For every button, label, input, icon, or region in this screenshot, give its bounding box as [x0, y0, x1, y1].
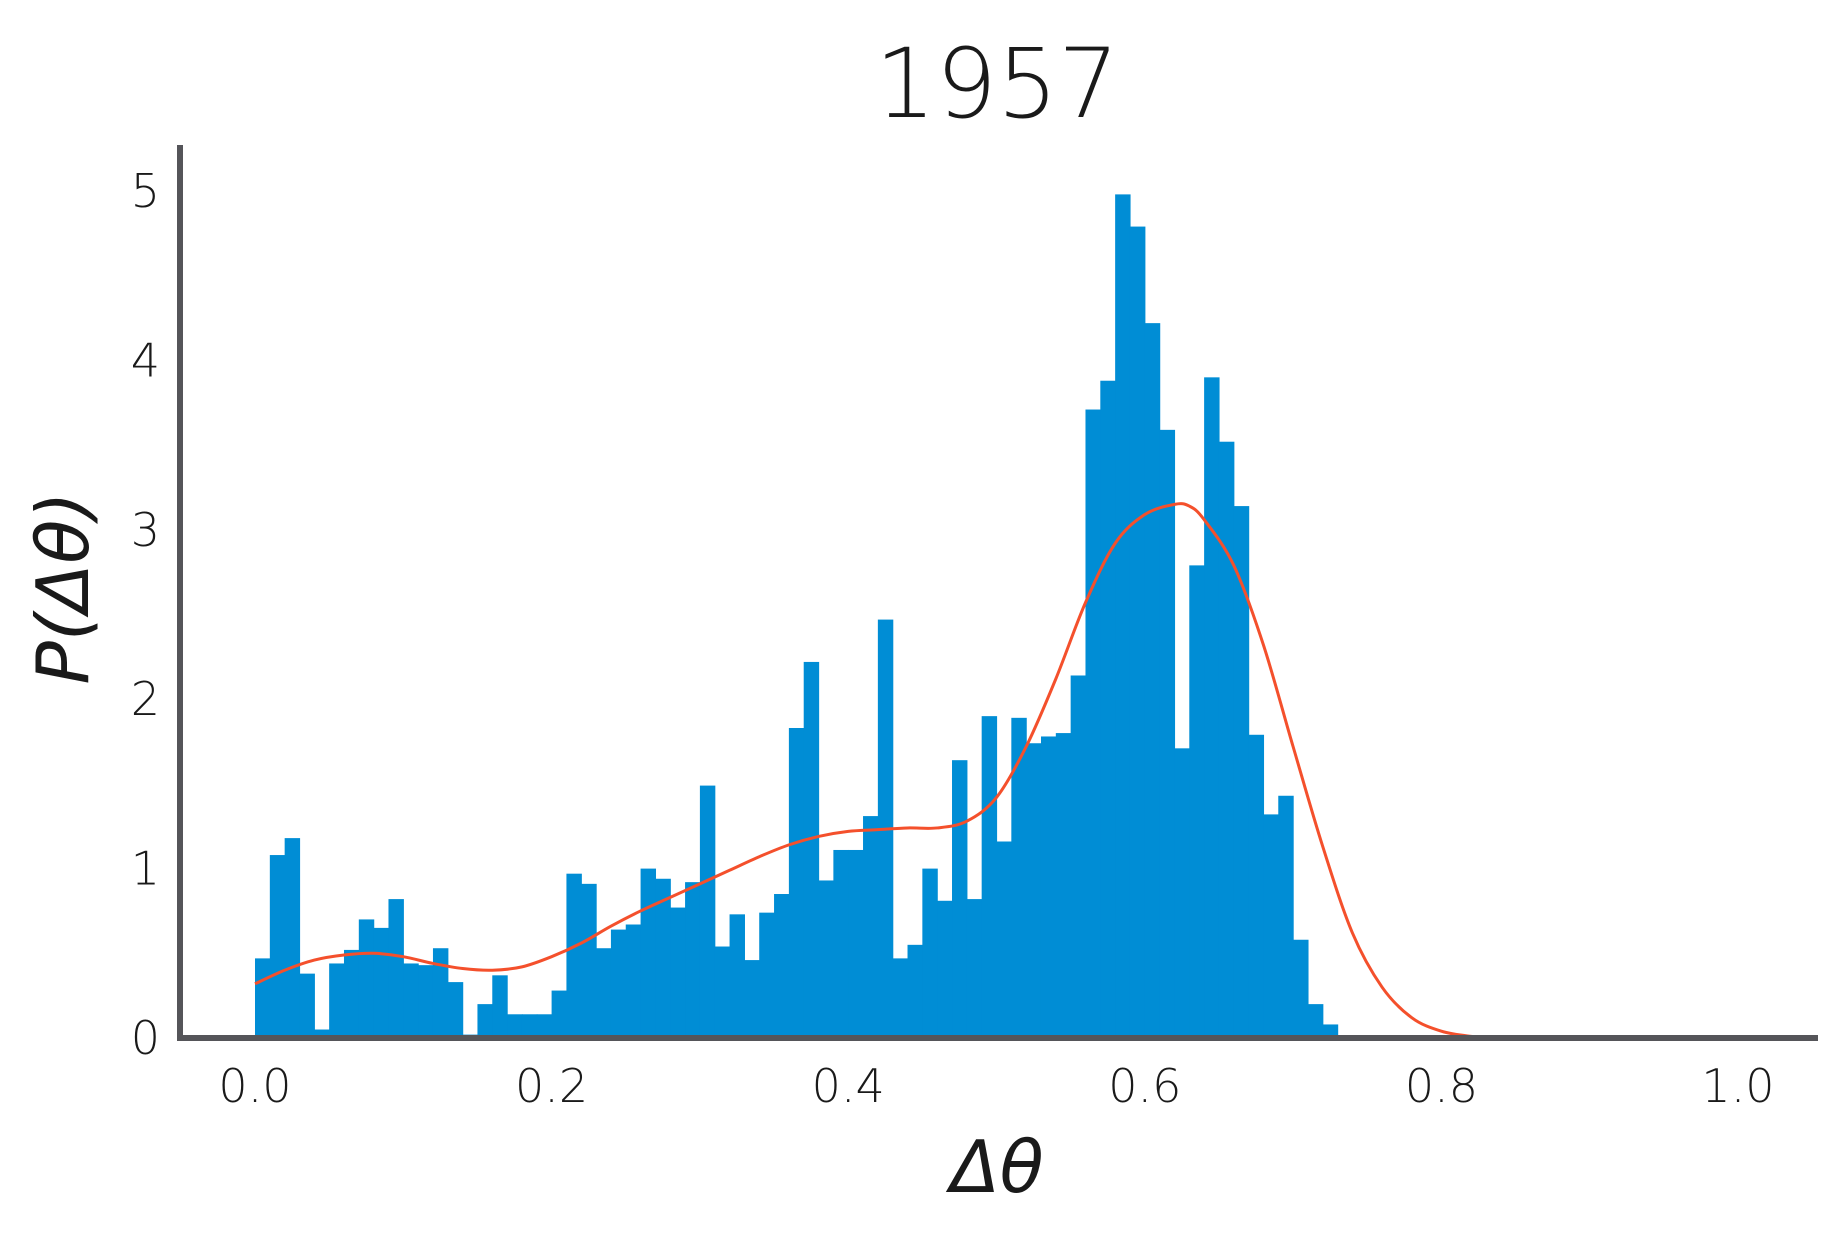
histogram-bar	[358, 919, 375, 1038]
x-tick-label: 0.0	[218, 1059, 291, 1113]
histogram-bar	[937, 900, 953, 1038]
histogram-bar	[418, 965, 434, 1038]
histogram-bar	[1233, 506, 1250, 1039]
histogram-bar	[1322, 1024, 1339, 1038]
histogram-bar	[1263, 814, 1279, 1038]
histogram-bar	[507, 1014, 523, 1038]
histogram-bar	[343, 949, 360, 1038]
y-tick-label: 2	[131, 672, 160, 726]
histogram-bar	[1189, 565, 1205, 1038]
histogram-bar	[1144, 323, 1161, 1039]
histogram-bar	[1129, 226, 1146, 1039]
histogram-bar	[432, 948, 449, 1038]
histogram-bar	[818, 880, 834, 1038]
y-tick-label: 0	[131, 1011, 160, 1065]
histogram-bar	[685, 882, 701, 1038]
histogram-bar	[655, 878, 671, 1038]
x-tick-label: 0.4	[812, 1059, 885, 1113]
histogram-bar	[388, 899, 404, 1038]
histogram-bar	[373, 927, 390, 1038]
histogram-bar	[759, 912, 775, 1038]
histogram-bar	[640, 868, 657, 1038]
histogram-bar	[1026, 743, 1042, 1038]
histogram-bar	[566, 873, 582, 1038]
histogram-bar	[1293, 939, 1309, 1038]
histogram-bar	[551, 990, 568, 1038]
histogram-bar	[492, 975, 508, 1038]
histogram-bar	[1070, 675, 1087, 1038]
histogram-bar	[536, 1014, 553, 1038]
histogram-bar	[610, 929, 627, 1038]
histogram-bar	[1040, 736, 1057, 1038]
histogram-bar	[447, 982, 464, 1038]
histogram-bar	[1307, 1004, 1324, 1038]
x-tick-label: 0.8	[1405, 1059, 1478, 1113]
histogram-bar	[1218, 441, 1235, 1038]
histogram-bar	[996, 841, 1012, 1038]
histogram-bar	[1248, 734, 1265, 1038]
histogram-bar	[299, 973, 315, 1038]
histogram-bar	[403, 963, 419, 1038]
y-tick-label: 4	[131, 333, 160, 387]
histogram-bar	[922, 868, 938, 1038]
histogram-bar	[1011, 717, 1027, 1038]
histogram-bar	[952, 760, 968, 1038]
histogram-bar	[907, 944, 923, 1038]
histogram-bar	[803, 661, 820, 1038]
histogram-bar	[255, 958, 271, 1038]
chart-title: 1957	[875, 28, 1119, 140]
histogram-bar	[1085, 409, 1101, 1038]
histogram-bar	[1115, 194, 1131, 1038]
histogram-bar	[521, 1014, 538, 1038]
y-axis-label: P(Δθ)	[21, 492, 105, 685]
histogram-bar	[981, 716, 998, 1038]
histogram-bar	[581, 883, 597, 1038]
histogram-bar	[284, 838, 301, 1038]
x-tick-label: 0.6	[1108, 1059, 1181, 1113]
x-tick-label: 0.2	[515, 1059, 588, 1113]
histogram-bar	[788, 727, 805, 1038]
y-tick-label: 5	[131, 164, 160, 218]
y-tick-label: 1	[131, 842, 160, 896]
x-tick-label: 1.0	[1701, 1059, 1774, 1113]
histogram-bar	[329, 963, 345, 1038]
x-axis-label: Δθ	[945, 1125, 1043, 1209]
histogram-bar	[1204, 377, 1220, 1039]
histogram-bar	[729, 914, 745, 1038]
histogram-bar	[833, 849, 849, 1038]
histogram-bar	[1100, 380, 1116, 1038]
histogram-bar	[774, 894, 790, 1038]
histogram-bar	[1055, 733, 1072, 1038]
histogram-bar	[1278, 795, 1294, 1038]
histogram-bar	[1159, 429, 1176, 1038]
histogram-bar	[966, 899, 983, 1038]
histogram-bar	[714, 946, 731, 1038]
histogram-bar	[744, 960, 760, 1038]
y-tick-label: 3	[131, 503, 160, 557]
histogram-bar	[699, 785, 716, 1038]
histogram-bar	[848, 849, 864, 1038]
x-tick-labels: 0.0 0.2 0.4 0.6 0.8 1.0	[218, 1059, 1774, 1113]
histogram-bar	[269, 855, 286, 1038]
histogram-bars	[255, 194, 1339, 1039]
y-tick-labels: 0 1 2 3 4 5	[131, 164, 160, 1065]
histogram-bar	[892, 958, 909, 1038]
histogram-bar	[625, 924, 642, 1038]
kde-curve	[254, 502, 1813, 1040]
histogram-bar	[863, 816, 879, 1038]
histogram-bar	[670, 907, 686, 1038]
histogram-bar	[314, 1029, 330, 1038]
histogram-bar	[1174, 748, 1190, 1038]
histogram-bar	[477, 1004, 493, 1038]
histogram-bar	[596, 948, 612, 1038]
